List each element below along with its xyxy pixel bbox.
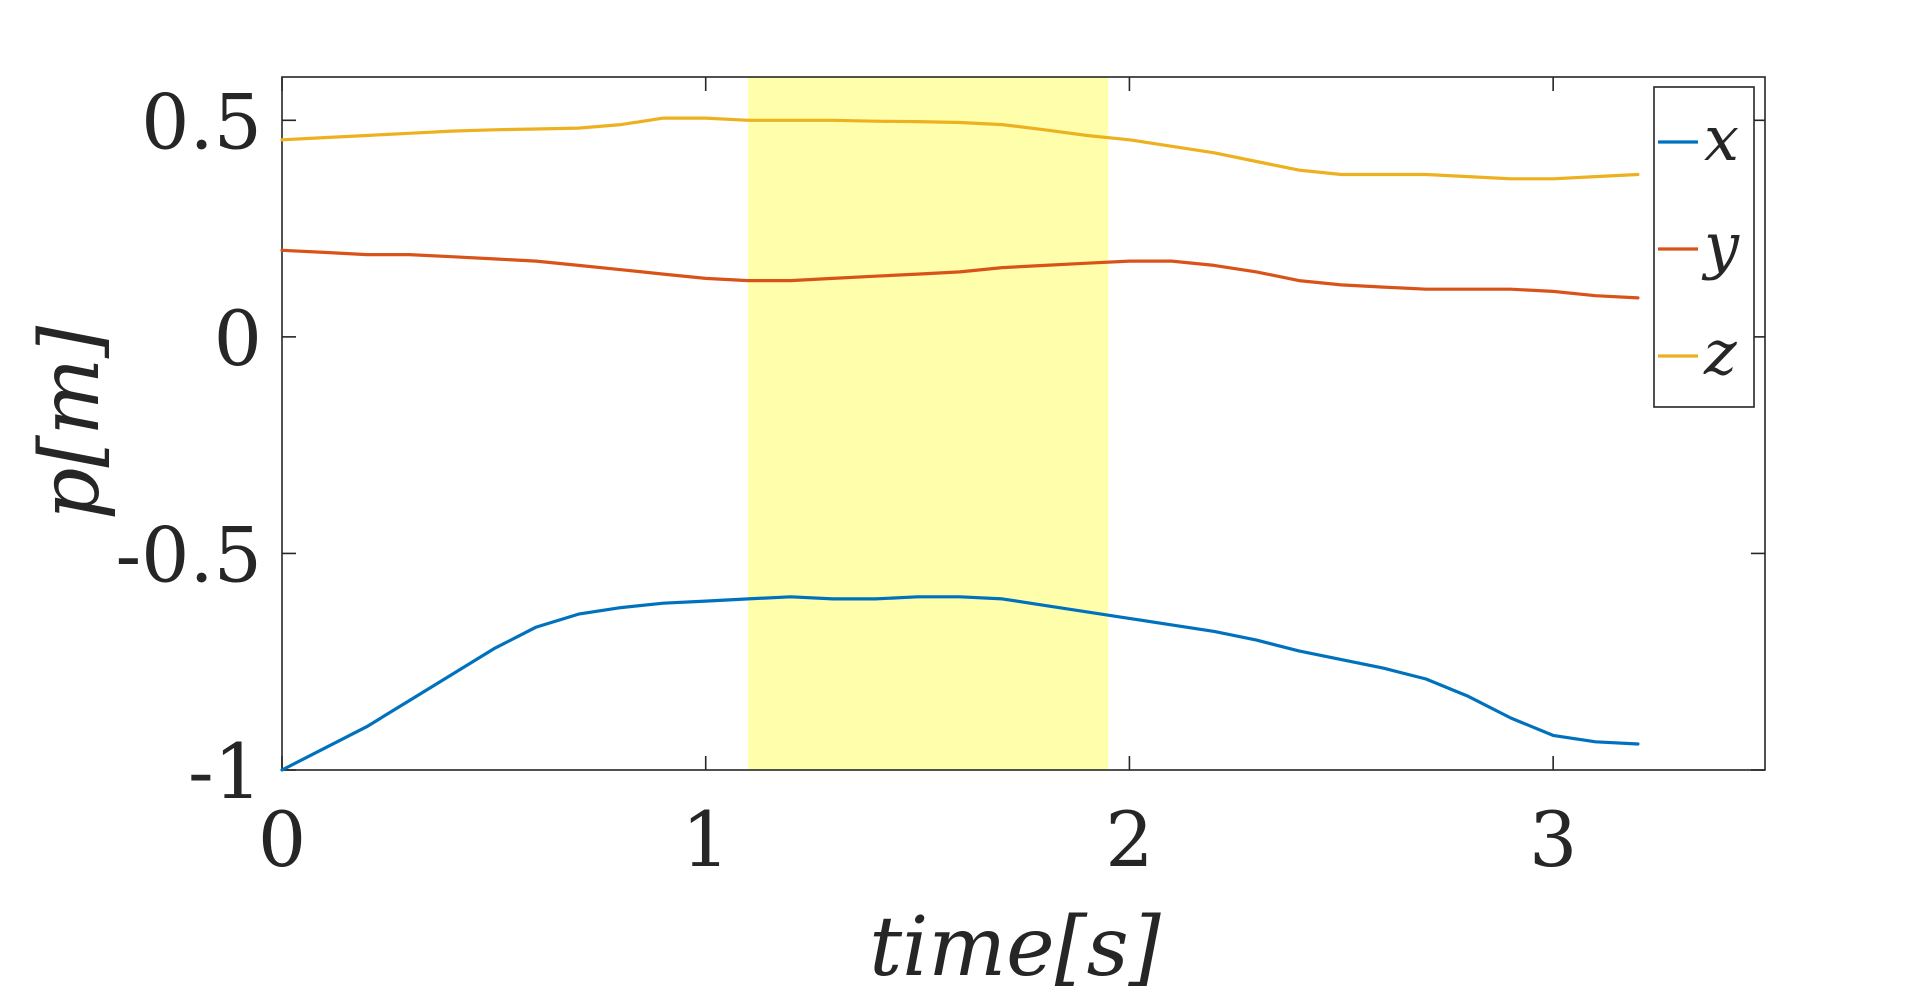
axes-layer: 0 1 2 3 -1 -0.5 0 0.5 <box>115 76 1766 884</box>
x-tick-label-2: 2 <box>1105 795 1153 884</box>
y-axis-label: p[m] <box>23 325 118 520</box>
series-line-z <box>280 116 1640 181</box>
x-axis-label: time[s] <box>869 900 1162 995</box>
x-tick-label-1: 1 <box>682 795 730 884</box>
highlight-layer <box>748 77 1109 770</box>
axes-box <box>281 76 1766 771</box>
highlight-region <box>748 77 1109 770</box>
legend-label-y: y <box>1701 209 1740 282</box>
legend: xyz <box>1653 86 1755 408</box>
legend-label-z: z <box>1703 316 1737 389</box>
x-tick-label-3: 3 <box>1529 795 1577 884</box>
x-tick-label-0: 0 <box>258 795 306 884</box>
y-tick-label-1: -0.5 <box>115 510 262 599</box>
y-tick-label-2: 0 <box>214 294 262 383</box>
legend-box <box>1653 86 1755 408</box>
y-tick-label-0: -1 <box>188 727 262 816</box>
legend-label-x: x <box>1704 102 1739 175</box>
series-line-y <box>280 248 1640 300</box>
series-layer <box>280 116 1640 772</box>
series-line-x <box>280 595 1640 772</box>
y-tick-label-3: 0.5 <box>141 77 262 166</box>
